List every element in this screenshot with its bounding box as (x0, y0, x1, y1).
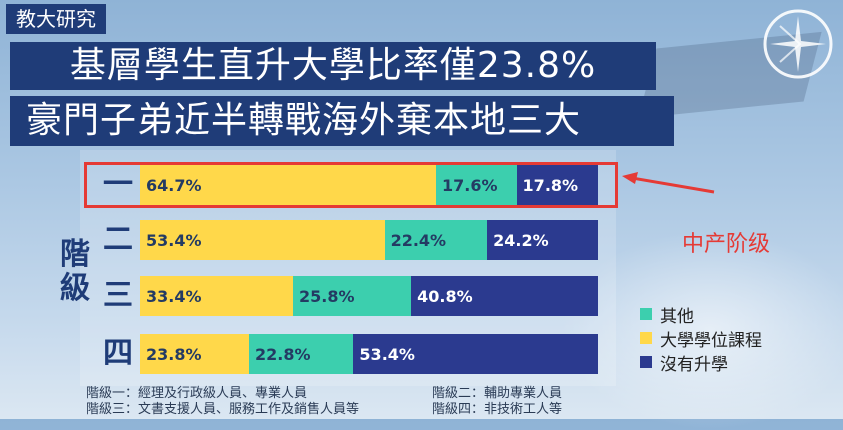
headline-primary: 基層學生直升大學比率僅23.8% (10, 42, 656, 90)
category-label: 二 (103, 222, 133, 257)
annotation-label: 中产阶级 (682, 232, 771, 257)
bar-segment: 33.4% (140, 276, 293, 316)
chart-legend: 其他大學學位課程 沒有升學 (640, 302, 762, 375)
legend-item: 沒有升學 (640, 350, 762, 375)
data-label: 24.2% (493, 230, 549, 250)
footnote-class-3: 階級三：文書支援人員、服務工作及銷售人員等 (86, 402, 360, 417)
legend-item: 其他 (640, 302, 762, 327)
bar-segment: 17.8% (516, 165, 598, 205)
bar-row: 33.4% 25.8% 40.8% (140, 276, 598, 316)
highlight-box (84, 162, 618, 208)
bar-segment: 64.7% (140, 165, 437, 205)
data-label: 40.8% (417, 286, 473, 306)
bar-segment: 24.2% (487, 220, 598, 260)
legend-label: 沒有升學 (660, 354, 728, 375)
legend-swatch (640, 356, 652, 368)
bar-row: 64.7% 17.6% 17.8% (140, 165, 598, 205)
data-label: 17.6% (442, 175, 498, 195)
bar-segment: 22.8% (249, 334, 354, 374)
bar-segment: 53.4% (140, 220, 385, 260)
sparkle-logo-icon (763, 9, 833, 79)
arrow-icon (622, 172, 715, 194)
section-tag: 教大研究 (6, 4, 106, 34)
legend-swatch (640, 332, 652, 344)
data-label: 25.8% (298, 286, 355, 306)
category-label: 三 (103, 278, 133, 313)
legend-label: 大學學位課程 (660, 330, 762, 351)
legend-label: 其他 (660, 306, 694, 327)
category-label: 四 (103, 336, 133, 371)
data-label: 22.4% (390, 230, 447, 250)
data-label: 33.4% (146, 286, 202, 306)
legend-swatch (640, 308, 652, 320)
bar-row: 23.8% 22.8% 53.4% (140, 334, 598, 374)
data-label: 53.4% (359, 344, 415, 364)
data-label: 17.8% (522, 175, 579, 195)
footnote-class-2: 階級二：輔助專業人員 (432, 386, 563, 401)
bar-segment: 17.6% (436, 165, 517, 205)
bar-segment: 53.4% (353, 334, 598, 374)
data-label: 23.8% (146, 344, 202, 364)
footnote-class-1: 階級一：經理及行政級人員、專業人員 (86, 386, 308, 401)
bar-segment: 23.8% (140, 334, 249, 374)
data-label: 22.8% (255, 344, 311, 364)
bar-segment: 25.8% (292, 276, 412, 316)
axis-label-top: 階 (60, 237, 90, 272)
headline-secondary: 豪門子弟近半轉戰海外棄本地三大 (10, 96, 674, 146)
data-label: 53.4% (146, 230, 202, 250)
bar-row: 53.4% 22.4% 24.2% (140, 220, 598, 260)
data-label: 64.7% (146, 175, 202, 195)
bar-segment: 22.4% (384, 220, 488, 260)
legend-item: 大學學位課程 (640, 326, 762, 351)
category-label: 一 (103, 167, 133, 202)
bar-segment: 40.8% (411, 276, 598, 316)
axis-label-bottom: 級 (60, 271, 90, 306)
footnote-class-4: 階級四：非技術工人等 (432, 402, 563, 417)
background-glow (560, 230, 843, 430)
